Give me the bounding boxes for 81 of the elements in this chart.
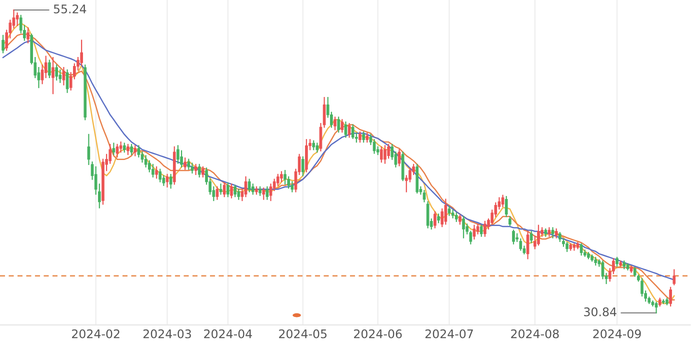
candlestick: [130, 144, 133, 156]
candlestick: [422, 190, 426, 202]
candlestick: [380, 146, 383, 163]
candlestick: [358, 132, 362, 143]
candlestick: [62, 66, 66, 86]
candlestick: [202, 166, 204, 178]
candlestick: [580, 243, 583, 256]
candlestick: [134, 145, 137, 156]
candlestick: [362, 132, 365, 143]
candlestick: [26, 27, 30, 44]
candlestick: [198, 164, 201, 178]
candlestick: [480, 224, 483, 237]
candlestick: [216, 186, 219, 200]
candlestick: [344, 122, 348, 138]
candlestick: [398, 149, 401, 166]
candlestick: [484, 220, 486, 237]
candlestick: [601, 260, 604, 280]
candlestick: [169, 174, 172, 189]
candlestick: [530, 230, 533, 244]
candlestick: [144, 155, 148, 168]
candlestick: [116, 144, 119, 158]
candlestick: [672, 269, 676, 286]
candlestick: [190, 162, 194, 174]
candlestick: [162, 175, 166, 186]
candlestick: [237, 188, 240, 200]
candlestick: [2, 34, 4, 54]
candlestick: [337, 116, 340, 133]
annotation: 55.24: [54, 4, 86, 14]
candlestick: [48, 60, 51, 78]
candlestick: [462, 216, 465, 238]
candlestick: [301, 156, 304, 176]
candlestick: [55, 64, 58, 81]
candlestick: [654, 302, 658, 314]
x-tick-label: 2024-02: [72, 329, 120, 338]
candlestick: [40, 64, 44, 84]
candlestick: [266, 186, 269, 200]
x-tick-label: 2024-04: [204, 329, 252, 338]
candlestick: [280, 171, 283, 182]
candlestick: [230, 184, 233, 198]
candlestick: [187, 158, 190, 170]
candlestick: [37, 66, 40, 88]
candlestick: [158, 168, 162, 182]
x-tick-label: 2024-09: [593, 329, 641, 338]
candlestick: [155, 166, 158, 179]
candlestick: [176, 145, 180, 164]
x-tick-label: 2024-06: [354, 329, 402, 338]
candlestick: [305, 139, 308, 172]
candlestick: [184, 158, 187, 170]
candlestick: [219, 184, 222, 195]
candlestick: [262, 188, 266, 200]
annotation: 30.84: [584, 307, 616, 316]
x-tick-label: 2024-08: [511, 329, 559, 338]
candlestick: [226, 182, 230, 198]
candlestick: [472, 224, 476, 240]
candlestick: [340, 119, 344, 133]
candlestick: [112, 142, 116, 156]
candlestick: [512, 230, 515, 244]
candlestick: [504, 196, 508, 218]
candlestick: [16, 12, 19, 26]
candlestick: [669, 286, 672, 306]
candlestick: [501, 194, 504, 208]
candlestick: [284, 170, 286, 185]
candlestick: [52, 56, 54, 94]
candlestick: [234, 184, 236, 198]
candlestick: [166, 174, 169, 188]
candlestick: [351, 124, 354, 139]
candlestick: [348, 123, 351, 138]
candlestick: [248, 178, 251, 192]
x-tick-label: 2024-03: [143, 329, 191, 338]
x-tick-label: 2024-07: [425, 329, 473, 338]
candlestick: [434, 211, 436, 228]
candlestick: [537, 224, 540, 246]
x-tick-label: 2024-05: [279, 329, 327, 338]
candlestick: [444, 198, 448, 225]
candlestick: [152, 164, 154, 178]
candlestick: [334, 116, 336, 130]
candlestick: [194, 164, 198, 176]
candlestick: [140, 151, 144, 163]
candlestick: [384, 145, 386, 164]
candlestick: [126, 144, 130, 156]
candlestick: [222, 182, 226, 198]
